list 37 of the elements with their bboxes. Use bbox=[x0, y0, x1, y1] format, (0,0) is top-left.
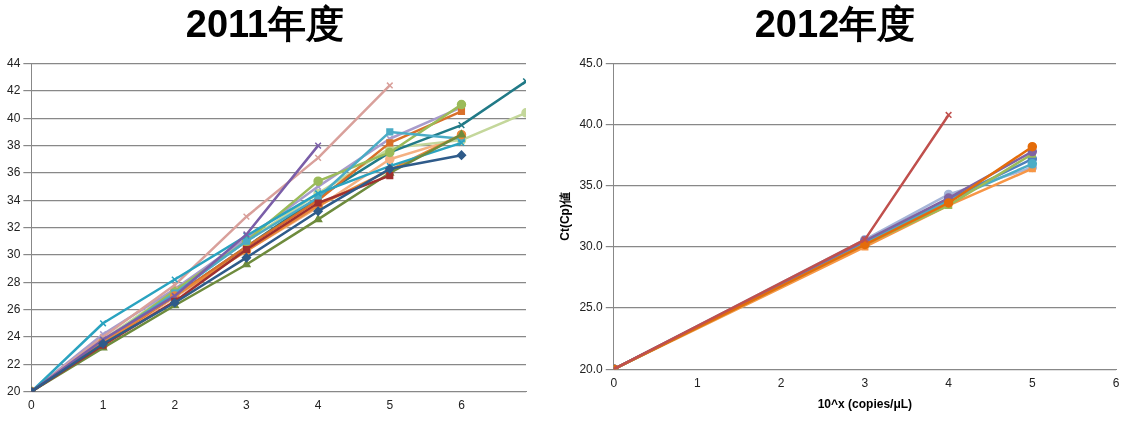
chart-title: 2012年度 bbox=[754, 3, 916, 46]
y-tick-label: 25.0 bbox=[579, 300, 604, 315]
y-tick-label: 34 bbox=[6, 192, 21, 207]
x-tick-label: 3 bbox=[861, 375, 869, 390]
x-tick-label: 1 bbox=[694, 375, 702, 390]
y-tick-label: 32 bbox=[6, 219, 21, 234]
y-tick-label: 30.0 bbox=[579, 239, 604, 254]
y-tick-label: 40.0 bbox=[579, 117, 604, 132]
x-tick-label: 2 bbox=[171, 398, 179, 413]
y-tick-label: 26 bbox=[6, 301, 21, 316]
y-tick-label: 42 bbox=[6, 83, 21, 98]
y-tick-label: 36 bbox=[6, 165, 21, 180]
y-tick-label: 22 bbox=[6, 356, 21, 371]
x-axis-title: 10^x (copies/μL) bbox=[817, 397, 913, 412]
x-tick-label: 3 bbox=[243, 398, 251, 413]
x-tick-label: 0 bbox=[28, 398, 35, 413]
x-tick-label: 6 bbox=[458, 398, 466, 413]
chart-title: 2011年度 bbox=[185, 3, 345, 46]
y-tick-label: 40 bbox=[6, 110, 21, 125]
y-tick-label: 44 bbox=[6, 55, 21, 70]
x-tick-label: 6 bbox=[1112, 375, 1120, 390]
x-tick-label: 5 bbox=[1028, 375, 1036, 390]
y-tick-label: 30 bbox=[6, 247, 21, 262]
x-tick-label: 0 bbox=[610, 375, 618, 390]
x-tick-label: 5 bbox=[386, 398, 394, 413]
x-tick-label: 2 bbox=[777, 375, 785, 390]
x-tick-label: 1 bbox=[99, 398, 107, 413]
y-tick-label: 28 bbox=[6, 274, 21, 289]
x-tick-label: 4 bbox=[945, 375, 953, 390]
y-tick-label: 24 bbox=[6, 329, 21, 344]
y-tick-label: 20 bbox=[6, 383, 21, 398]
x-tick-label: 4 bbox=[314, 398, 322, 413]
y-tick-label: 45.0 bbox=[579, 55, 604, 70]
y-tick-label: 20.0 bbox=[579, 361, 604, 376]
y-tick-label: 38 bbox=[6, 137, 21, 152]
y-tick-label: 35.0 bbox=[579, 178, 604, 193]
y-axis-title: Ct(Cp)値 bbox=[557, 192, 572, 241]
